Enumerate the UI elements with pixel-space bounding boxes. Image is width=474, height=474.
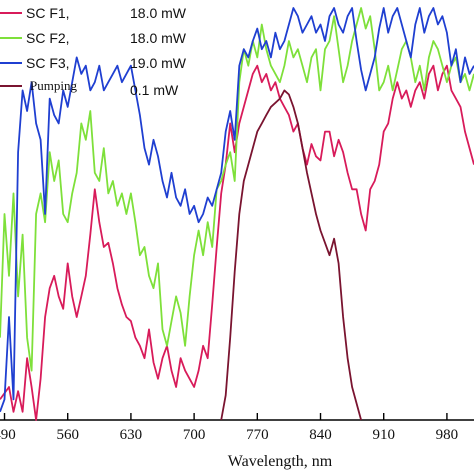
series-line-sc-f3 [0,7,474,413]
series-layer [0,7,474,421]
x-tick-label-490: 490 [0,427,16,443]
x-tick-label-630: 630 [120,427,143,443]
series-line-sc-f1 [0,64,474,421]
x-axis-title: Wavelength, nm [228,453,333,470]
legend-label-sc-f3: SC F3, [26,55,70,71]
legend-power-sc-f2: 18.0 mW [130,30,187,46]
plot-area: 490 560 630 700 770 840 910 980 [0,0,474,443]
legend-label-pumping: Pumping [30,78,77,93]
series-line-sc-f2 [0,7,474,372]
x-tick-label-560: 560 [56,427,79,443]
x-tick-label-980: 980 [436,427,459,443]
legend-label-sc-f1: SC F1, [26,5,70,21]
plot-frame [0,0,474,420]
legend-entry-sc-f2: SC F2, 18.0 mW [0,30,187,46]
legend-power-pumping: 0.1 mW [130,82,179,98]
series-line-pumping [220,89,362,421]
x-tick-layer: 490 560 630 700 770 840 910 980 [0,413,458,443]
x-tick-label-840: 840 [309,427,332,443]
legend-entry-sc-f1: SC F1, 18.0 mW [0,5,187,21]
legend: SC F1, 18.0 mW SC F2, 18.0 mW SC F3, 19.… [0,5,187,98]
legend-entry-pumping: Pumping 0.1 mW [0,78,179,98]
legend-power-sc-f3: 19.0 mW [130,55,187,71]
x-tick-label-910: 910 [372,427,395,443]
x-tick-label-770: 770 [246,427,269,443]
x-tick-label-700: 700 [183,427,206,443]
legend-entry-sc-f3: SC F3, 19.0 mW [0,55,187,71]
legend-power-sc-f1: 18.0 mW [130,5,187,21]
legend-label-sc-f2: SC F2, [26,30,70,46]
